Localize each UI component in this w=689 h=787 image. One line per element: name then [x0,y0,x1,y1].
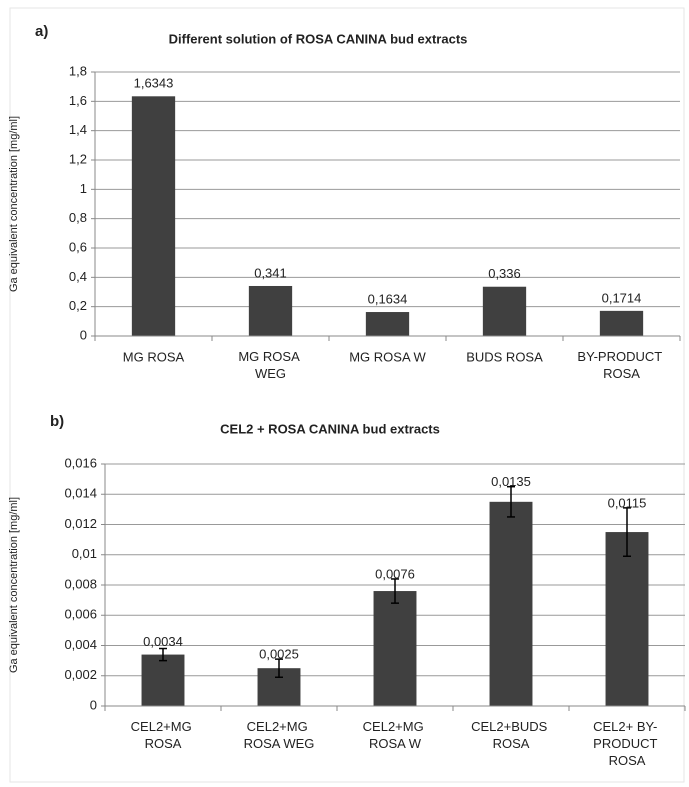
error-bar [275,658,283,679]
chart-title: Different solution of ROSA CANINA bud ex… [169,31,468,46]
x-tick-label: CEL2+MG ROSA W [363,719,428,751]
bar [599,310,644,336]
panel-label: b) [50,413,64,430]
chart-title: CEL2 + ROSA CANINA bud extracts [220,421,440,436]
y-tick-label: 0,8 [69,210,87,225]
y-tick-label: 0,004 [64,637,97,652]
bar [489,501,533,706]
bar [373,591,417,706]
error-bar [391,578,399,604]
x-tick-label: MG ROSA W [349,349,426,364]
y-tick-label: 0,6 [69,239,87,254]
error-bar [623,507,631,558]
panel-label: a) [35,23,48,40]
y-tick-label: 0,01 [72,546,97,561]
y-tick-label: 0,008 [64,576,97,591]
y-tick-label: 0 [80,327,87,342]
error-bar [507,485,515,518]
y-tick-label: 1,2 [69,151,87,166]
y-tick-label: 0,2 [69,298,87,313]
x-tick-label: MG ROSA WEG [238,349,302,381]
y-tick-label: 0 [90,697,97,712]
frame [9,7,685,783]
y-tick-label: 0,016 [64,455,97,470]
x-tick-label: BY-PRODUCT ROSA [577,349,665,381]
value-label: 0,0034 [143,634,183,649]
x-tick-label: CEL2+ BY- PRODUCT ROSA [593,719,661,768]
value-label: 0,336 [488,266,521,281]
value-label: 0,0025 [259,647,299,662]
x-tick-label: BUDS ROSA [466,349,543,364]
bar [482,286,527,336]
y-axis-label: Ga equivalent concentration [mg/ml] [8,497,20,673]
y-tick-label: 0,4 [69,269,87,284]
y-tick-label: 0,006 [64,607,97,622]
value-label: 0,1634 [368,291,408,306]
bar [141,654,185,706]
value-label: 0,0115 [608,495,647,510]
bar [131,96,176,336]
bar [365,312,410,336]
y-tick-label: 0,012 [64,516,97,531]
value-label: 0,341 [254,265,287,280]
y-tick-label: 0,014 [64,486,97,501]
value-label: 0,1714 [602,290,642,305]
y-tick-label: 1,4 [69,122,87,137]
x-tick-label: CEL2+BUDS ROSA [471,719,551,751]
y-tick-label: 1,6 [69,93,87,108]
bar [248,285,293,336]
x-tick-label: CEL2+MG ROSA WEG [244,719,315,751]
value-label: 0,0135 [491,474,531,489]
x-tick-label: MG ROSA [123,349,185,364]
value-label: 0,0076 [375,566,415,581]
y-axis-label: Ga equivalent concentration [mg/ml] [8,116,20,292]
value-label: 1,6343 [134,76,174,91]
error-bar [159,647,167,662]
x-tick-label: CEL2+MG ROSA [131,719,196,751]
bar [605,532,649,706]
y-tick-label: 1 [80,181,87,196]
y-tick-label: 1,8 [69,63,87,78]
y-tick-label: 0,002 [64,667,97,682]
